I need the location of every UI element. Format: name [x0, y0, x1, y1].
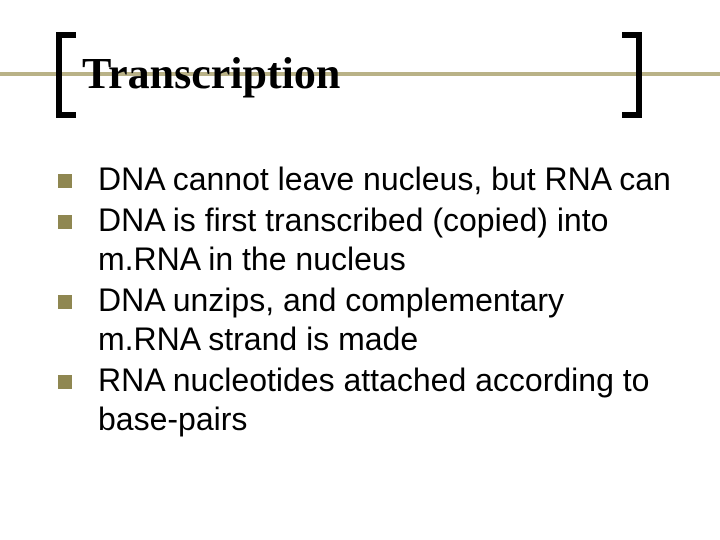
bullet-text: DNA unzips, and complementary m.RNA stra… — [98, 281, 672, 359]
list-item: DNA cannot leave nucleus, but RNA can — [58, 160, 672, 199]
content-area: DNA cannot leave nucleus, but RNA can DN… — [0, 130, 720, 439]
bracket-left-icon — [56, 32, 76, 118]
bullet-square-icon — [58, 295, 72, 309]
bullet-text: DNA is first transcribed (copied) into m… — [98, 201, 672, 279]
bullet-text: DNA cannot leave nucleus, but RNA can — [98, 160, 671, 199]
bullet-square-icon — [58, 375, 72, 389]
title-region: Transcription — [0, 0, 720, 130]
bracket-right-icon — [622, 32, 642, 118]
slide-title: Transcription — [82, 48, 340, 99]
bullet-text: RNA nucleotides attached according to ba… — [98, 361, 672, 439]
list-item: DNA unzips, and complementary m.RNA stra… — [58, 281, 672, 359]
bullet-square-icon — [58, 174, 72, 188]
bullet-square-icon — [58, 215, 72, 229]
list-item: RNA nucleotides attached according to ba… — [58, 361, 672, 439]
list-item: DNA is first transcribed (copied) into m… — [58, 201, 672, 279]
